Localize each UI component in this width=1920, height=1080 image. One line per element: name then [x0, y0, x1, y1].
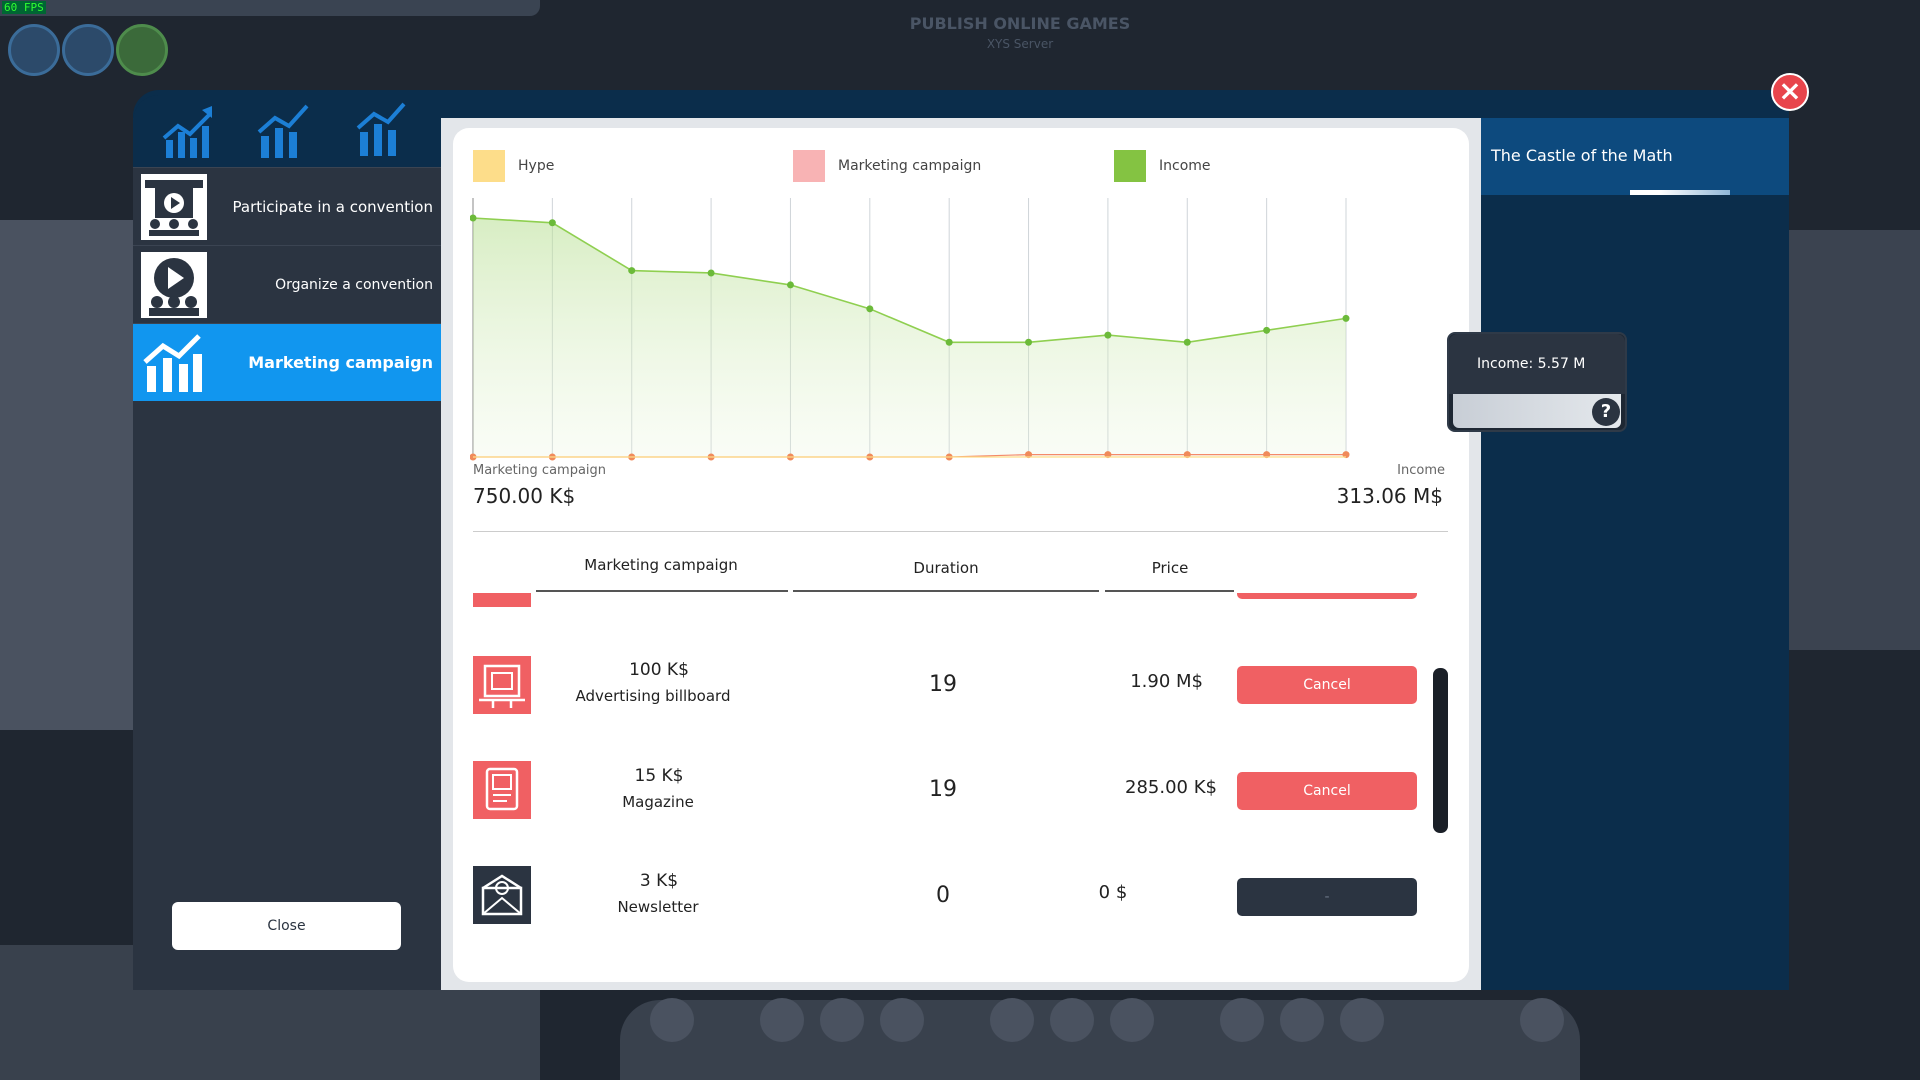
income-data-point[interactable]	[548, 219, 556, 227]
income-data-point[interactable]	[1025, 338, 1033, 346]
income-chart	[470, 198, 1350, 461]
marketing-campaign-data-point[interactable]	[1263, 451, 1271, 459]
background-dock-icon	[1220, 998, 1264, 1042]
cancel-billboard-button[interactable]: Cancel	[1237, 666, 1417, 704]
television-campaign-icon	[473, 593, 531, 607]
background-title: PUBLISH ONLINE GAMES XYS Server	[909, 14, 1131, 51]
tooltip-header: Income: 5.57 M	[1449, 334, 1625, 394]
background-dock-icon	[760, 998, 804, 1042]
campaign-duration: 19	[929, 672, 957, 697]
legend-hype-label: Hype	[518, 158, 555, 174]
income-data-point[interactable]	[786, 281, 794, 289]
sidebar-item-label: Participate in a convention	[232, 198, 433, 216]
chart-right-label: Income	[1397, 463, 1445, 478]
campaign-duration: 19	[929, 777, 957, 802]
campaign-price: 1.90 M$	[1130, 671, 1203, 692]
campaign-name: Magazine	[622, 793, 694, 811]
campaign-name: Newsletter	[617, 898, 699, 916]
column-header-duration: Duration	[913, 559, 979, 577]
background-menu-button	[62, 24, 114, 76]
sidebar-item-organize-convention[interactable]: Organize a convention	[133, 245, 441, 323]
campaign-cost: 100 K$	[629, 660, 689, 680]
tooltip-text: Income: 5.57 M	[1477, 356, 1586, 372]
background-dock-icon	[880, 998, 924, 1042]
magazine-icon	[473, 761, 531, 819]
help-icon[interactable]: ?	[1592, 398, 1620, 426]
income-total-value: 313.06 M$	[1336, 484, 1443, 508]
newsletter-action-button[interactable]: -	[1237, 878, 1417, 916]
growth-chart-icon	[141, 330, 207, 396]
income-data-point[interactable]	[1183, 338, 1191, 346]
divider	[473, 531, 1448, 532]
background-dock-icon	[1280, 998, 1324, 1042]
column-underline	[793, 590, 1099, 592]
chart-left-label: Marketing campaign	[473, 463, 607, 478]
tab-growth-chart-icon[interactable]	[160, 100, 216, 162]
close-button[interactable]: Close	[172, 902, 401, 950]
sidebar-item-label: Organize a convention	[275, 277, 433, 293]
marketing-campaign-data-point[interactable]	[1025, 451, 1033, 459]
column-header-campaign: Marketing campaign	[584, 556, 738, 574]
background-dock-icon	[1110, 998, 1154, 1042]
background-top-bar	[0, 0, 540, 16]
income-data-point[interactable]	[628, 267, 636, 275]
sidebar-item-label: Marketing campaign	[248, 353, 433, 372]
campaign-cost: 3 K$	[639, 871, 679, 891]
close-icon[interactable]: ×	[1771, 73, 1809, 111]
campaign-price: 0 $	[1098, 882, 1128, 903]
newsletter-icon	[473, 866, 531, 924]
income-tooltip: Income: 5.57 M ?	[1447, 332, 1627, 432]
income-data-point[interactable]	[1263, 326, 1271, 334]
cancel-magazine-button[interactable]: Cancel	[1237, 772, 1417, 810]
legend-marketing-swatch	[793, 150, 825, 182]
convention-podium-icon	[141, 174, 207, 240]
background-dock-icon	[1520, 998, 1564, 1042]
sidebar-item-participate-convention[interactable]: Participate in a convention	[133, 167, 441, 245]
income-data-point[interactable]	[707, 269, 715, 277]
background-menu-button	[116, 24, 168, 76]
background-dock-icon	[1050, 998, 1094, 1042]
income-data-point[interactable]	[470, 214, 477, 222]
income-data-point[interactable]	[866, 305, 874, 313]
background-dock-icon	[1340, 998, 1384, 1042]
game-header[interactable]	[1481, 118, 1789, 195]
column-header-price: Price	[1151, 559, 1189, 577]
convention-audience-icon	[141, 252, 207, 318]
legend-marketing-label: Marketing campaign	[838, 158, 982, 174]
background-dock-icon	[990, 998, 1034, 1042]
game-title: The Castle of the Math	[1491, 146, 1673, 165]
cancel-button[interactable]	[1237, 593, 1417, 599]
column-underline	[536, 590, 788, 592]
billboard-icon	[473, 656, 531, 714]
fps-counter: 60 FPS	[2, 1, 46, 14]
marketing-campaign-data-point[interactable]	[1342, 451, 1350, 459]
marketing-campaign-data-point[interactable]	[1183, 451, 1191, 459]
marketing-total-value: 750.00 K$	[473, 484, 576, 508]
income-area	[473, 218, 1346, 457]
campaign-price: 285.00 K$	[1125, 777, 1217, 798]
background-menu-button	[8, 24, 60, 76]
right-panel	[1481, 118, 1789, 990]
campaign-cost: 15 K$	[634, 766, 684, 786]
game-progress-bar	[1630, 190, 1730, 195]
marketing-campaign-data-point[interactable]	[1104, 451, 1112, 459]
tab-growth-chart-icon[interactable]	[352, 100, 408, 162]
sidebar-item-marketing-campaign[interactable]: Marketing campaign	[133, 323, 441, 401]
income-data-point[interactable]	[945, 338, 953, 346]
legend-income-label: Income	[1159, 158, 1211, 174]
tab-growth-chart-icon[interactable]	[255, 100, 311, 162]
background-right-panel	[1785, 230, 1920, 650]
income-data-point[interactable]	[1104, 331, 1112, 339]
legend-hype-swatch	[473, 150, 505, 182]
income-data-point[interactable]	[1342, 314, 1350, 322]
background-dock-icon	[820, 998, 864, 1042]
legend-income-swatch	[1114, 150, 1146, 182]
table-scrollbar[interactable]	[1433, 668, 1448, 833]
background-dock-icon	[650, 998, 694, 1042]
campaign-duration: 0	[936, 883, 950, 908]
campaign-name: Advertising billboard	[575, 687, 731, 705]
column-underline	[1105, 590, 1234, 592]
background-left-panel	[0, 220, 140, 730]
income-series-line	[472, 217, 1347, 344]
